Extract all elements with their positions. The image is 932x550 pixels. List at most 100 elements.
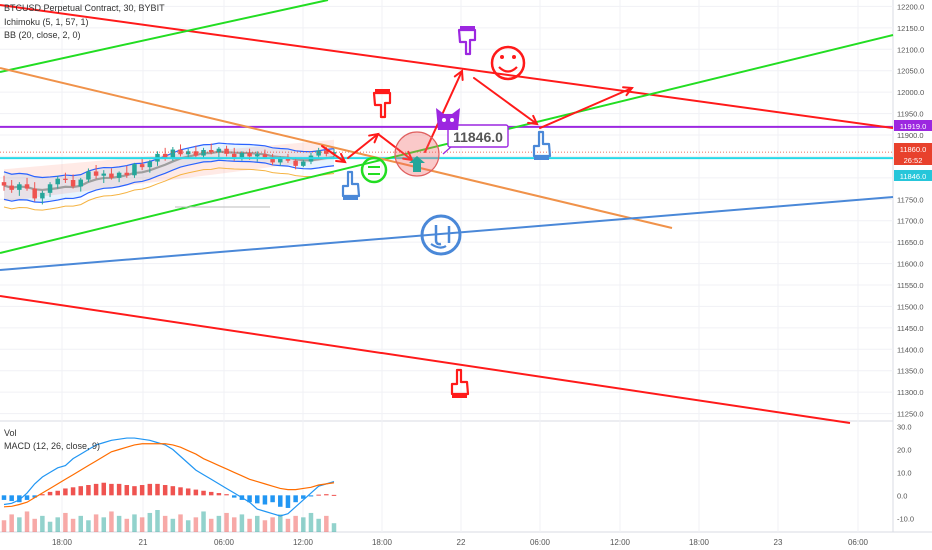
price-tick-label: 11650.0 [897,238,924,247]
volume-bar [70,518,76,532]
candle-body [170,149,176,159]
right-arrow-icon [335,152,347,164]
volume-bars [1,510,337,532]
pointing-hand-icon [372,89,392,119]
macd-hist-bar [101,482,107,496]
path-arrows [321,69,634,164]
volume-bar [86,520,91,532]
macd-ticks: 30.0 20.0 10.0 0.0 -10.0 [897,423,914,524]
volume-bar [193,517,199,532]
macd-hist-bar [193,489,199,496]
candle-body [93,171,99,176]
cat-head [436,108,460,130]
volume-bar [17,517,22,532]
price-tick-label: 11450.0 [897,324,924,333]
highlight-circle [394,131,440,177]
macd-hist-bar [285,495,291,508]
macd-hist-bar [139,485,145,496]
volume-bar [162,515,168,532]
candle-body [224,148,229,154]
trendline-green-upper [0,0,329,73]
callout-label: 11846.0 [453,129,503,145]
candle-body [9,185,14,190]
time-ticks: 18:00 21 06:00 12:00 18:00 22 06:00 12:00 18:00 2… [52,0,869,547]
macd-hist-bar [63,488,68,496]
candle-body [208,150,214,153]
price-tick-label: 12150.0 [897,24,924,33]
price-tick-label: 11500.0 [897,302,924,311]
macd-hist-bar [109,483,114,496]
macd-hist-bar [86,485,91,496]
volume-bar [301,517,306,532]
volume-bar [285,518,291,532]
price-ticks: 12200.0 12150.0 12100.0 12050.0 12000.0 11950… [0,2,924,419]
legend-symbol: BTCUSD Perpetual Contract, 30, BYBIT [4,3,165,13]
time-tick-label: 22 [457,538,466,547]
face-outline [420,214,462,256]
trendline-red-upper [0,4,894,129]
candle-body [132,164,137,176]
volume-bar [132,514,137,532]
macd-hist-bar [270,495,275,503]
macd-hist-bar [78,486,83,496]
hand-cuff [375,89,390,93]
volume-bar [208,518,214,532]
candle-body [109,173,114,178]
arrow-path-3 [377,133,413,161]
macd-hist-bar [208,491,214,496]
macd-hist-bar [308,495,314,497]
macd-hist-bar [24,495,30,500]
cat-eye [442,118,446,122]
candle-body [285,158,291,161]
volume-bar [24,511,30,532]
pointing-hand-icon [450,368,470,398]
macd-hist-bar [201,490,206,496]
time-tick-label: 23 [774,538,783,547]
trendline-green-lower [0,34,894,254]
hand-outline [450,368,470,396]
price-label-text: 11846.0 [900,172,927,181]
macd-hist-bar [17,495,22,503]
candle-body [247,153,252,157]
macd-histogram [1,482,337,508]
price-axis-label: 26:52 [894,154,932,165]
macd-hist-bar [170,486,176,496]
hand-cuff [460,26,475,30]
candle-body [40,192,45,199]
neutral-face-icon [360,156,388,184]
price-label-text: 11860.0 [900,145,927,154]
face-outline [490,45,526,81]
candle-body [316,150,321,156]
cat-face-icon [436,108,460,130]
right-arrow-icon [622,86,634,97]
volume-bar [224,512,229,532]
bollinger-basis [3,150,335,192]
volume-bar [9,514,14,532]
hand-outline [457,28,477,56]
volume-bar [324,515,329,532]
volume-bar [40,515,45,532]
macd-hist-bar [93,483,99,496]
price-axis-label: 11846.0 [894,170,932,181]
face-mouth [498,66,518,73]
pointing-hand-icon [457,26,477,56]
price-tick-label: 11400.0 [897,345,924,354]
candle-body [101,173,107,176]
time-tick-label: 21 [139,538,148,547]
macd-hist-bar [155,483,160,496]
volume-bar [331,523,337,532]
volume-bar [93,514,99,532]
volume-bar [316,518,321,532]
price-tick-label: 11700.0 [897,217,924,226]
price-label-bg [894,143,932,154]
trendline-blue [0,196,894,271]
price-label-text: 26:52 [904,156,923,165]
macd-hist-bar [178,487,183,496]
candle-body [63,178,68,180]
time-tick-label: 12:00 [610,538,631,547]
volume-bar [147,512,153,532]
price-tick-label: 11350.0 [897,367,924,376]
trendline-orange [0,67,673,229]
macd-hist-bar [162,485,168,496]
